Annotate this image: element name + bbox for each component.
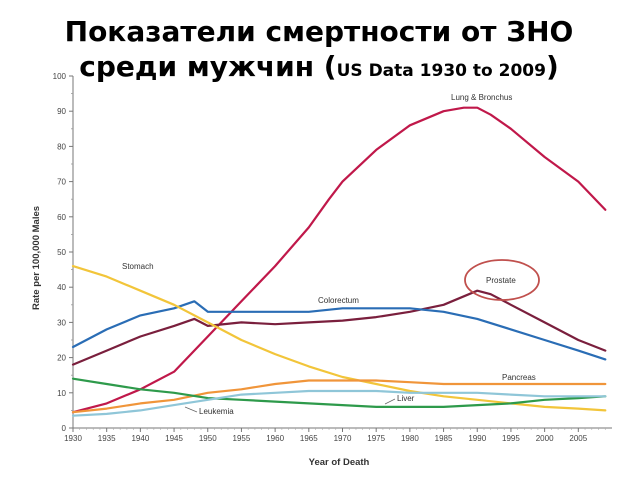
series-line-colorectum [71, 300, 607, 361]
series-label-liver: Liver [397, 394, 415, 403]
series-line-liver [71, 377, 607, 408]
title-open-paren: ( [314, 50, 337, 83]
leukemia-leader-line [184, 406, 198, 413]
y-tick-label: 70 [57, 178, 66, 187]
series-line-pancreas [71, 379, 607, 414]
chart-series [71, 106, 607, 417]
x-tick-label: 1995 [502, 434, 520, 443]
x-tick-label: 1935 [98, 434, 116, 443]
x-tick-label: 1940 [131, 434, 149, 443]
y-tick-label: 80 [57, 142, 66, 151]
title-line-2: среди мужчин (US Data 1930 to 2009) [0, 49, 638, 84]
x-tick-label: 1950 [199, 434, 217, 443]
y-tick-label: 40 [57, 283, 66, 292]
x-tick-label: 1980 [401, 434, 419, 443]
chart-axes: 0 10 20 30 40 50 60 70 80 90 100 1930 1935 1940 1945 19… [53, 72, 612, 443]
y-axis-title: Rate per 100,000 Males [31, 206, 42, 310]
series-label-lung-bronchus: Lung & Bronchus [451, 93, 512, 102]
series-label-prostate: Prostate [486, 276, 516, 285]
x-tick-label: 1955 [233, 434, 251, 443]
series-line-leukemia [71, 389, 607, 417]
y-tick-label: 50 [57, 248, 66, 257]
x-tick-label: 1985 [435, 434, 453, 443]
series-line-prostate [71, 289, 607, 366]
x-tick-label: 1945 [165, 434, 183, 443]
x-tick-label: 1965 [300, 434, 318, 443]
y-tick-label: 10 [57, 389, 66, 398]
series-line-lung-bronchus [71, 106, 607, 414]
slide-title: Показатели смертности от ЗНО среди мужчи… [0, 14, 638, 84]
y-tick-label: 100 [53, 72, 67, 81]
title-subtitle: US Data 1930 to 2009 [336, 61, 546, 81]
title-close-paren: ) [545, 50, 559, 83]
chart-series-labels: Lung & Bronchus Prostate Colorectum Stomach… [122, 93, 536, 416]
prostate-highlight-ellipse [464, 259, 540, 301]
title-line-1: Показатели смертности от ЗНО [64, 15, 574, 48]
series-line-stomach [71, 265, 607, 412]
series-label-pancreas: Pancreas [502, 373, 536, 382]
x-tick-label: 2005 [569, 434, 587, 443]
series-label-stomach: Stomach [122, 262, 154, 271]
title-line-2-main: среди мужчин [79, 50, 315, 83]
y-tick-label: 90 [57, 107, 66, 116]
x-tick-label: 2000 [536, 434, 554, 443]
y-tick-label: 30 [57, 318, 66, 327]
liver-leader-line [384, 398, 396, 405]
series-label-colorectum: Colorectum [318, 296, 359, 305]
x-tick-label: 1930 [64, 434, 82, 443]
x-tick-label: 1970 [334, 434, 352, 443]
x-tick-label: 1960 [266, 434, 284, 443]
x-tick-label: 1975 [367, 434, 385, 443]
y-tick-label: 60 [57, 213, 66, 222]
y-tick-label: 20 [57, 354, 66, 363]
series-label-leukemia: Leukemia [199, 407, 234, 416]
y-tick-label: 0 [62, 424, 67, 433]
x-axis-title: Year of Death [309, 457, 370, 468]
x-tick-label: 1990 [468, 434, 486, 443]
